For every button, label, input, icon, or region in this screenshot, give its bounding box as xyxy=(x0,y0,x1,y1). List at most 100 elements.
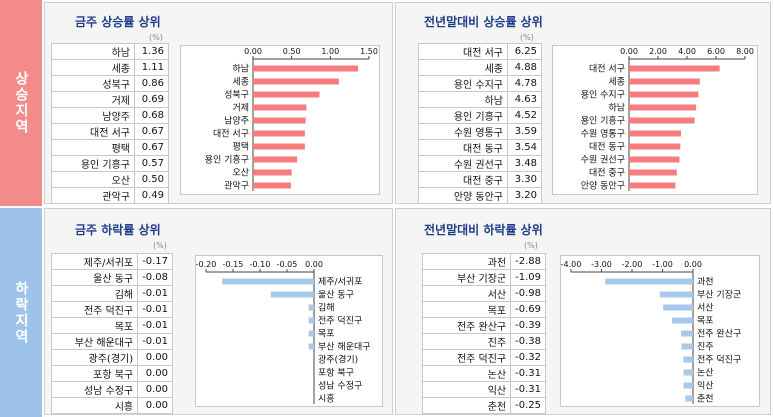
region-name: 대전 동구 xyxy=(418,139,508,156)
table-row: 울산 동구 -0.08 xyxy=(50,269,173,286)
rate-value: 0.69 xyxy=(134,91,169,108)
region-name: 시흥 xyxy=(50,397,139,414)
category-label: 대전 서구 xyxy=(589,64,625,75)
category-label: 포항 북구 xyxy=(318,368,354,379)
region-name: 안양 동안구 xyxy=(418,187,508,204)
bar xyxy=(629,104,697,111)
tick-label: 0.00 xyxy=(684,260,702,269)
region-name: 세종 xyxy=(51,59,135,76)
bar xyxy=(629,78,700,85)
category-label: 수원 권선구 xyxy=(581,154,625,166)
region-name: 목포 xyxy=(421,301,512,318)
region-name: 오산 xyxy=(51,171,135,188)
region-name: 남양주 xyxy=(51,107,135,124)
category-label: 울산 동구 xyxy=(318,290,354,301)
rate-value: 3.54 xyxy=(507,139,542,156)
region-name: 거제 xyxy=(51,91,135,108)
tick-label: -1.00 xyxy=(652,260,673,269)
region-name: 대전 서구 xyxy=(51,123,135,140)
category-label: 광주(경기) xyxy=(318,354,358,366)
table-row: 목포 -0.69 xyxy=(421,301,546,318)
rate-value: 3.30 xyxy=(507,171,542,188)
region-name: 논산 xyxy=(421,365,512,382)
tick-label: 4.00 xyxy=(678,47,696,56)
panel-title: 금주 상승률 상위 xyxy=(75,15,161,29)
bar-chart: 0.00 0.50 1.00 1.50 하남 세종 성북구 거제 남양주 대전 서구 평택 용인 기흥… xyxy=(180,45,380,195)
tick-label: 0.00 xyxy=(620,47,638,56)
table-row: 용인 기흥구 4.52 xyxy=(418,107,542,124)
rate-value: 0.00 xyxy=(137,349,173,366)
bar xyxy=(629,182,676,189)
tick-label: -0.05 xyxy=(277,260,298,269)
table-row: 성북구 0.86 xyxy=(51,75,169,92)
region-name: 진주 xyxy=(421,333,512,350)
rate-value: 0.68 xyxy=(134,107,169,124)
table-row: 대전 서구 0.67 xyxy=(51,123,169,140)
table-row: 전주 덕진구 -0.01 xyxy=(50,301,173,318)
rate-value: -0.31 xyxy=(510,365,546,382)
table-row: 하남 4.63 xyxy=(418,91,542,108)
bar xyxy=(663,304,693,311)
category-label: 용인 기흥구 xyxy=(205,154,249,166)
region-name: 수원 권선구 xyxy=(418,155,508,172)
bar xyxy=(683,369,693,376)
category-label: 제주/서귀포 xyxy=(318,277,362,288)
rate-value: -0.38 xyxy=(510,333,546,350)
tick-label: 2.00 xyxy=(649,47,667,56)
category-label: 거제 xyxy=(232,103,249,114)
table-row: 안양 동안구 3.20 xyxy=(418,187,542,204)
bar xyxy=(253,130,305,137)
category-label: 대전 중구 xyxy=(589,168,625,179)
table-row: 용인 수지구 4.78 xyxy=(418,75,542,92)
region-name: 세종 xyxy=(418,59,508,76)
category-label: 성북구 xyxy=(224,90,249,101)
region-name: 대전 중구 xyxy=(418,171,508,188)
table-row: 김해 -0.01 xyxy=(50,285,173,302)
table-row: 대전 서구 6.25 xyxy=(418,43,542,60)
category-label: 부산 해운대구 xyxy=(318,342,371,353)
table-row: 진주 -0.38 xyxy=(421,333,546,350)
table-row: 광주(경기) 0.00 xyxy=(50,349,173,366)
tick-label: -0.15 xyxy=(223,260,244,269)
category-label: 과천 xyxy=(697,277,714,288)
bar xyxy=(629,117,695,124)
category-label: 남양주 xyxy=(224,116,249,127)
category-label: 시흥 xyxy=(318,393,335,405)
rate-value: -0.17 xyxy=(137,253,173,270)
panel-title: 금주 하락률 상위 xyxy=(75,223,161,237)
rate-value: 3.59 xyxy=(507,123,542,140)
tick-label: -2.00 xyxy=(622,260,643,269)
table-row: 대전 중구 3.30 xyxy=(418,171,542,188)
region-name: 서산 xyxy=(421,285,512,302)
rate-value: 1.11 xyxy=(134,59,169,76)
rate-value: 0.49 xyxy=(134,187,169,204)
category-label: 용인 수지구 xyxy=(581,90,625,101)
table-row: 관악구 0.49 xyxy=(51,187,169,204)
category-label: 하남 xyxy=(232,64,249,75)
category-label: 목포 xyxy=(697,316,714,327)
table-row: 용인 기흥구 0.57 xyxy=(51,155,169,172)
bar xyxy=(253,182,291,189)
bar xyxy=(253,104,307,111)
region-name: 제주/서귀포 xyxy=(50,253,139,270)
rate-value: -0.69 xyxy=(510,301,546,318)
falling-section-label: 하락지역 xyxy=(0,208,42,417)
rate-value: 0.57 xyxy=(134,155,169,172)
region-name: 전주 덕진구 xyxy=(421,349,512,366)
category-label: 진주 xyxy=(697,342,714,353)
tick-label: 0.00 xyxy=(305,260,323,269)
table-row: 서산 -0.98 xyxy=(421,285,546,302)
table-row: 춘천 -0.25 xyxy=(421,397,546,414)
bar xyxy=(629,130,682,137)
region-name: 하남 xyxy=(51,43,135,60)
bar xyxy=(308,304,314,311)
panel-weekly-rise: 금주 상승률 상위 (%) 하남 1.36 세종 1.11 성북구 0.86 거제 0.69 남… xyxy=(44,2,393,204)
rate-value: -0.31 xyxy=(510,381,546,398)
table-row: 수원 권선구 3.48 xyxy=(418,155,542,172)
table-row: 평택 0.67 xyxy=(51,139,169,156)
bar xyxy=(629,143,681,150)
table-row: 시흥 0.00 xyxy=(50,397,173,414)
bar xyxy=(629,65,720,72)
region-name: 용인 기흥구 xyxy=(418,107,508,124)
region-name: 포항 북구 xyxy=(50,365,139,382)
